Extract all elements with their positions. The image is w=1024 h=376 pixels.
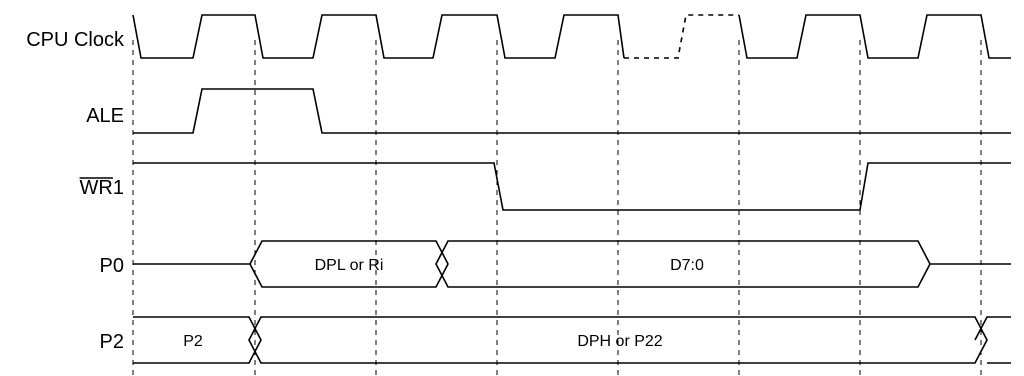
cpu-clock-waveform — [132, 14, 625, 59]
ale-label: ALE — [86, 105, 124, 127]
cpu-clock-label: CPU Clock — [26, 29, 125, 51]
p0-addr-label: DPL or Ri — [315, 257, 384, 274]
p2-bus-addr — [248, 316, 988, 364]
p2-bus-next — [974, 316, 1011, 364]
p2-label: P2 — [100, 331, 124, 353]
wr1-label-bar: WR — [80, 177, 113, 199]
p0-data-label: D7:0 — [670, 257, 704, 274]
wr1-label: WR1 — [80, 177, 124, 199]
p2-addr-label: DPH or P22 — [577, 333, 662, 350]
p2-prev-label: P2 — [183, 333, 203, 350]
cpu-clock-waveform-end — [738, 14, 1011, 59]
p2-bus-prev — [133, 316, 262, 364]
wr1-waveform — [133, 162, 1011, 211]
p0-label: P0 — [100, 255, 124, 277]
wr1-label-num: 1 — [113, 177, 124, 199]
cpu-clock-dashed-segment — [624, 14, 739, 59]
ale-waveform — [133, 88, 1011, 134]
timing-grid — [132, 40, 982, 376]
p0-bus-addr — [249, 240, 449, 288]
